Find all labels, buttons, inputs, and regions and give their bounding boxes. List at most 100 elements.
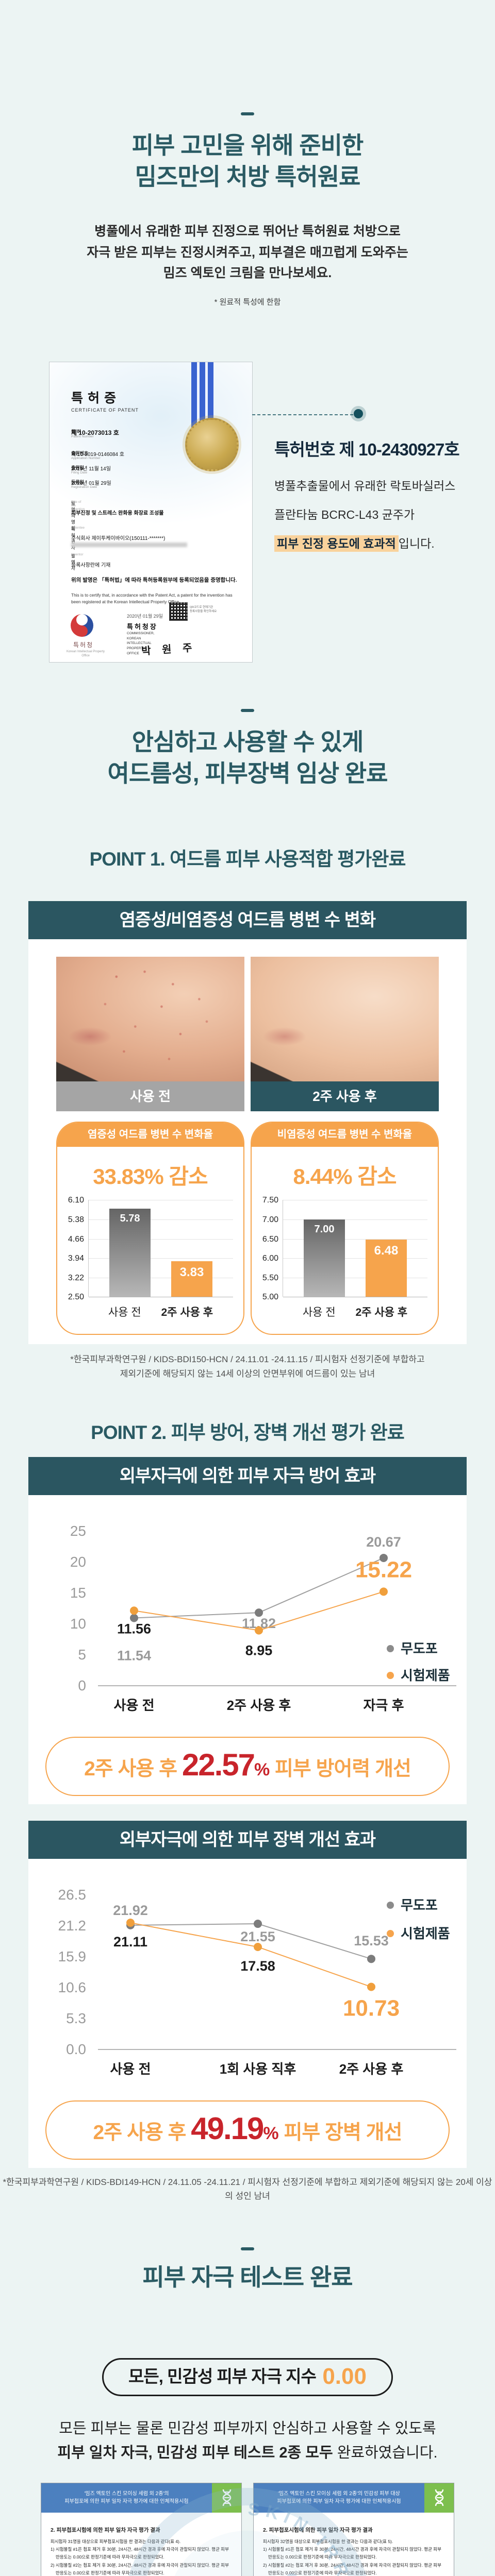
y-axis-labels: 6.10 5.38 4.66 3.94 3.22 2.50 — [61, 1196, 88, 1301]
title-line-2: 밈즈만의 처방 특허원료 — [135, 163, 361, 190]
barrier-card: 26.5 21.2 15.9 10.6 5.3 0.0 사용 전 1회 사용 직후 2주 사용 … — [28, 1858, 467, 2168]
callout-percent: % — [254, 1759, 270, 1780]
callout-prefix: 2주 사용 후 — [84, 1757, 182, 1780]
y-tick-label: 10 — [70, 1616, 86, 1632]
y-tick-label: 20 — [70, 1554, 86, 1570]
x-tick-label: 2주 사용 후 — [339, 2061, 404, 2077]
doc-result-item: 1) 시험물질 #1은 첩포 제거 후 30분, 24시간, 48시간 경과 후… — [263, 2547, 441, 2560]
divider-dash — [241, 2247, 254, 2251]
bar-before: 7.00 — [304, 1219, 345, 1297]
report-doc-primary-irritation: '밈즈 엑토인 스킨 모이싱 세럼 외 2종'의 피부첩포에 의한 피부 일차 … — [41, 2482, 242, 2576]
bar-after: 6.48 — [366, 1240, 407, 1297]
bar-chart-area: 6.10 5.38 4.66 3.94 3.22 2.50 5.78 3.83 — [61, 1196, 233, 1301]
disclaimer-note: * 원료적 특성에 한함 — [214, 297, 281, 307]
test-report-documents: '밈즈 엑토인 스킨 모이싱 세럼 외 2종'의 피부첩포에 의한 피부 일차 … — [41, 2482, 454, 2576]
clinical-title-line-2: 여드름성, 피부장벽 임상 완료 — [107, 759, 388, 787]
data-point — [126, 1918, 135, 1927]
inventor-value: 등록사항란에 기재 — [71, 562, 111, 568]
bar-value-label: 3.83 — [179, 1265, 204, 1279]
defense-banner: 외부자극에 의한 피부 자극 방어 효과 — [28, 1456, 467, 1495]
data-point-label: 21.11 — [113, 1934, 147, 1950]
field-label-ko: 출원번호 Application Number — [71, 450, 101, 460]
barrier-footnote: *한국피부과학연구원 / KIDS-BDI149-HCN / 24.11.05 … — [3, 2177, 492, 2201]
section-sting-test: 피부 자극 테스트 완료 모든, 민감성 피부 자극 지수 0.00 모든 피부… — [0, 2247, 495, 2576]
data-point-label: 11.54 — [117, 1648, 151, 1663]
y-tick-label: 6.00 — [262, 1254, 278, 1263]
acne-banner: 염증성/비염증성 여드름 병변 수 변화 — [28, 901, 467, 940]
bar-value-label: 7.00 — [314, 1223, 335, 1235]
doc-result-item: 2) 시험물질 #2는 첩포 제거 후 30분, 24시간, 48시간 경과 후… — [51, 2562, 229, 2575]
y-tick-label: 26.5 — [58, 1887, 87, 1903]
x-tick-label: 사용 전 — [110, 2061, 151, 2077]
y-tick-label: 7.00 — [262, 1215, 278, 1224]
y-tick-label: 25 — [70, 1523, 86, 1539]
clinical-title: 안심하고 사용할 수 있게 여드름성, 피부장벽 임상 완료 — [0, 726, 495, 789]
doc-header: '밈즈 엑토인 스킨 모이싱 세럼 외 2종'의 피부첩포에 의한 피부 일차 … — [41, 2483, 212, 2513]
data-point — [130, 1606, 138, 1615]
invention-value: 피부진정 및 스트레스 완화용 화장료 조성물 — [71, 510, 164, 516]
patentee-value: 주식회사 제이투케이바이오(150111-*******) — [71, 535, 166, 541]
bar-value-label: 5.78 — [120, 1213, 140, 1225]
highlighted-phrase: 피부 진정 용도에 효과적 — [274, 535, 399, 552]
bar-chart-title: 염증성 여드름 병변 수 변화율 — [57, 1123, 243, 1147]
field-value: 2020년 01월 29일 — [71, 480, 111, 486]
bar-chart-noninflammatory: 비염증성 여드름 병변 수 변화율 8.44% 감소 7.50 7.00 6.50 6.0… — [251, 1122, 439, 1335]
y-tick-label: 21.2 — [58, 1918, 87, 1934]
field-value: 제 10-2073013 호 — [71, 429, 119, 436]
data-point — [255, 1626, 263, 1635]
legend-dot-무도포 — [387, 1645, 394, 1652]
x-tick-label: 사용 전 — [302, 1307, 336, 1319]
y-tick-label: 6.10 — [68, 1196, 84, 1205]
data-point — [255, 1608, 263, 1617]
gridline — [283, 1258, 427, 1259]
y-tick-label: 2.50 — [68, 1293, 84, 1302]
gridline — [283, 1219, 427, 1220]
x-tick-label: 사용 전 — [114, 1698, 155, 1713]
redacted-address — [71, 542, 187, 547]
doc-intro: 피시험자 32명을 대상으로 피부첩포시험을 한 결과는 다음과 같다(표 5)… — [263, 2538, 393, 2544]
callout-percent: % — [263, 2123, 279, 2143]
x-tick-label: 2주 사용 후 — [161, 1307, 213, 1319]
bars: 7.00 6.48 — [283, 1200, 427, 1297]
field-value: 제 10-2019-0146084 호 — [71, 451, 124, 457]
data-point-label: 21.92 — [113, 1903, 148, 1918]
after-photo-image — [251, 957, 439, 1082]
doc-header: '밈즈 엑토인 스킨 모이싱 세럼 외 2종'의 민감성 피부 대상 피부첩포에… — [254, 2483, 424, 2513]
patent-desc-line-3: 피부 진정 용도에 효과적 입니다. — [274, 534, 475, 552]
certificate-statement-en: This is to certify that, in accordance w… — [71, 592, 233, 604]
data-point-label: 17.58 — [240, 1958, 275, 1974]
legend-label: 시험제품 — [401, 1926, 450, 1941]
doc-body: 2. 피부첩포시험에 의한 피부 일차 자극 평가 결과 피시험자 31명을 대… — [41, 2513, 241, 2576]
bar-chart-plot: 7.00 6.48 — [283, 1200, 427, 1298]
kipo-office-en: Korean Intellectual Property Office — [66, 650, 105, 658]
bar-chart-inflammatory: 염증성 여드름 병변 수 변화율 33.83% 감소 6.10 5.38 4.66 3.9… — [56, 1122, 244, 1335]
bar-chart-headline: 8.44% 감소 — [293, 1164, 397, 1189]
legend-dot-시험제품 — [387, 1671, 394, 1679]
bar-value-label: 6.48 — [374, 1244, 399, 1258]
before-photo-label: 사용 전 — [56, 1081, 244, 1112]
point1-title: POINT 1. 여드름 피부 사용적합 평가완료 — [89, 849, 406, 870]
bar-chart-title: 비염증성 여드름 병변 수 변화율 — [252, 1123, 438, 1147]
certificate-background-art — [50, 362, 252, 662]
y-tick-label: 0.0 — [66, 2041, 86, 2057]
divider-dash — [241, 708, 254, 712]
doc-result-item: 2) 시험물질 #2는 첩포 제거 후 30분, 24시간, 48시간 경과 후… — [263, 2562, 441, 2575]
data-point-label: 10.73 — [343, 1995, 400, 2021]
data-point-label: 15.22 — [355, 1557, 412, 1582]
kipo-emblem-icon — [71, 614, 93, 637]
field-label-en: Registration Date — [71, 485, 97, 489]
gridline — [89, 1219, 233, 1220]
section-body: 병풀에서 유래한 피부 진정으로 뛰어난 특허원료 처방으로 자극 받은 피부는… — [0, 221, 495, 284]
y-tick-label: 10.6 — [58, 1979, 87, 1995]
callout-suffix: 피부 장벽 개선 — [278, 2121, 402, 2144]
legend-dot-무도포 — [387, 1901, 394, 1909]
data-point-label: 11.56 — [117, 1621, 151, 1636]
certificate-title: 특허증 — [71, 391, 121, 405]
certificate-statement-ko: 위의 발명은 「특허법」에 따라 특허등록원부에 등록되었음을 증명합니다. — [71, 577, 237, 583]
clinical-title-line-1: 안심하고 사용할 수 있게 — [131, 728, 364, 755]
patent-number-heading: 특허번호 제 10-2430927호 — [274, 439, 460, 459]
field-label-en: Filing Date — [71, 470, 88, 474]
data-point-label: 15.53 — [354, 1933, 389, 1948]
